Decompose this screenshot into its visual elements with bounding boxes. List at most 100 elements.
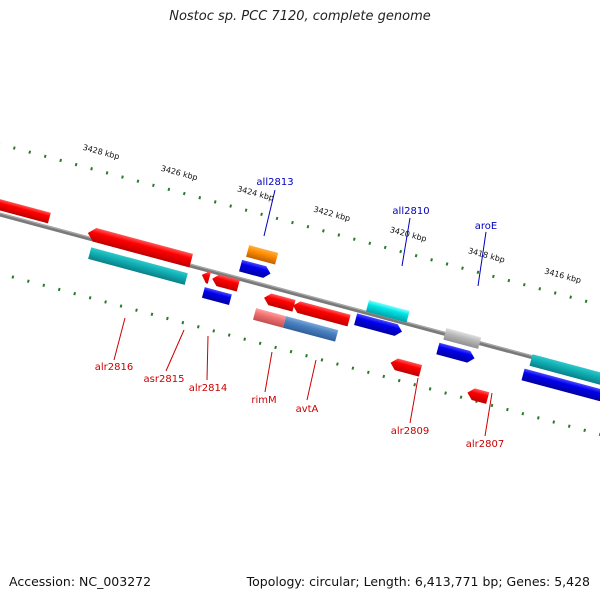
inner-ruler-minor-tick [536,416,540,420]
callout-avtA [306,359,317,401]
gene-aroE-grey[interactable] [443,328,482,349]
outer-ruler-minor-tick [291,220,294,225]
inner-ruler-minor-tick [212,329,216,333]
outer-ruler-minor-tick [399,249,403,254]
outer-ruler-minor-tick [569,295,573,299]
gene-alr2814-blue[interactable] [201,287,232,305]
gene-alr2809-red[interactable] [389,357,423,377]
gene-label-alr2816[interactable]: alr2816 [95,362,133,373]
genome-summary-text: Topology: circular; Length: 6,413,771 bp… [246,574,590,589]
inner-ruler-minor-tick [181,320,185,325]
inner-ruler-minor-tick [428,387,432,391]
outer-ruler-minor-tick [229,204,233,208]
callout-alr2814 [206,335,209,381]
gene-avtA-steel[interactable] [282,316,339,342]
outer-ruler-minor-tick [507,278,511,283]
inner-ruler-minor-tick [11,275,15,279]
outer-ruler-minor-tick [182,191,186,196]
inner-ruler-minor-tick [258,341,262,346]
gene-far-left-red[interactable] [0,192,51,224]
inner-ruler-minor-tick [506,407,509,412]
inner-ruler-minor-tick [320,358,324,362]
gene-all2810-cyan[interactable] [365,300,410,323]
gene-all2813-blue[interactable] [239,259,272,280]
outer-ruler-minor-tick [244,208,248,212]
gene-aroE-blue[interactable] [436,342,476,364]
inner-ruler-minor-tick [289,349,293,354]
inner-ruler-minor-tick [305,354,308,358]
outer-ruler-minor-tick [476,270,480,274]
inner-ruler-minor-tick [382,374,386,379]
inner-tick-ruler [11,275,600,437]
gene-label-rimM[interactable]: rimM [251,395,276,406]
inner-ruler-minor-tick [42,283,46,288]
map-title: Nostoc sp. PCC 7120, complete genome [169,9,431,24]
outer-ruler-minor-tick [584,299,588,303]
gene-label-avtA[interactable]: avtA [296,404,319,415]
outer-ruler-minor-tick [352,237,356,241]
gene-label-all2813[interactable]: all2813 [256,177,293,188]
callout-asr2815 [165,329,185,372]
inner-ruler-minor-tick [444,391,447,395]
gene-all2813-orange[interactable] [246,245,279,265]
outer-ruler-minor-tick [121,175,124,179]
outer-ruler-minor-tick [522,282,526,287]
inner-ruler-minor-tick [88,296,92,300]
gene-label-all2810[interactable]: all2810 [392,206,429,217]
gene-asr2815-red[interactable] [200,270,211,284]
ruler-label-3428: 3428 kbp [82,143,121,161]
outer-ruler-minor-tick [167,187,171,192]
inner-ruler-minor-tick [196,325,200,329]
outer-ruler-minor-tick [213,200,217,204]
gene-alr2816-red[interactable] [86,226,193,268]
outer-ruler-minor-tick [383,245,387,250]
ruler-label-3422: 3422 kbp [313,205,352,223]
outer-ruler-minor-tick [322,229,325,233]
gene-label-alr2814[interactable]: alr2814 [189,383,227,394]
outer-tick-ruler [0,142,588,303]
inner-ruler-minor-tick [351,366,355,370]
outer-ruler-minor-tick [28,150,32,154]
inner-ruler-minor-tick [57,287,61,292]
gene-rimM-pink[interactable] [253,308,287,328]
gene-all2810-blue[interactable] [354,313,403,337]
gene-avtA-red[interactable] [291,300,351,327]
gene-right-teal[interactable] [529,354,600,387]
callout-rimM [264,351,273,393]
outer-ruler-minor-tick [337,233,341,237]
outer-ruler-minor-tick [105,171,109,175]
gene-alr2814-red[interactable] [211,273,240,292]
outer-ruler-minor-tick [430,258,433,262]
inner-ruler-minor-tick [413,383,417,387]
outer-ruler-minor-tick [368,241,372,246]
outer-ruler-minor-tick [461,266,464,270]
inner-ruler-minor-tick [166,316,169,321]
callout-all2810 [401,217,411,267]
outer-ruler-minor-tick [74,162,78,167]
gene-label-alr2807[interactable]: alr2807 [466,439,504,450]
gene-rimM-red[interactable] [262,292,296,312]
inner-ruler-minor-tick [135,308,138,312]
outer-ruler-minor-tick [492,274,495,279]
gene-right-blue[interactable] [521,368,600,402]
gene-label-asr2815[interactable]: asr2815 [144,374,185,385]
outer-ruler-minor-tick [445,262,449,266]
inner-ruler-minor-tick [227,333,231,337]
gene-alr2816-teal[interactable] [88,247,188,285]
inner-ruler-minor-tick [521,412,525,416]
inner-ruler-minor-tick [274,345,277,350]
inner-ruler-minor-tick [583,428,587,432]
gene-label-alr2809[interactable]: alr2809 [391,426,429,437]
gene-label-aroE[interactable]: aroE [475,221,497,232]
inner-ruler-minor-tick [490,403,494,408]
inner-ruler-minor-tick [73,291,77,296]
ruler-label-3426: 3426 kbp [160,164,199,182]
callout-alr2809 [409,377,419,424]
inner-ruler-minor-tick [552,420,556,424]
outer-ruler-minor-tick [275,216,279,221]
outer-ruler-minor-tick [90,167,93,171]
inner-ruler-minor-tick [366,370,370,375]
inner-ruler-minor-tick [459,395,463,399]
gene-alr2807-red[interactable] [466,387,490,404]
